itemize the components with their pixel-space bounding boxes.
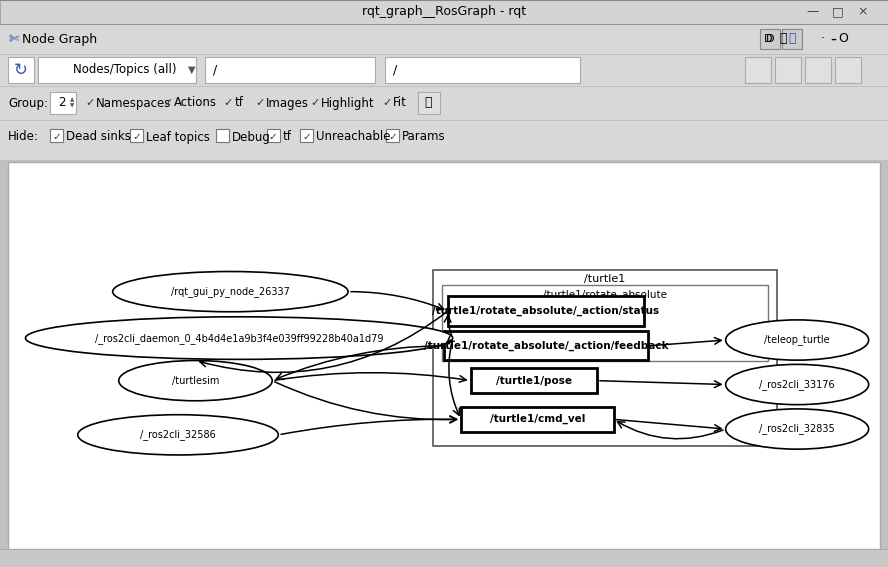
Text: Params: Params [402,130,446,143]
Bar [442,285,767,361]
Bar [471,368,597,393]
Bar [386,129,400,142]
Text: ✓: ✓ [132,132,141,142]
Text: ▼: ▼ [188,65,195,75]
Bar [775,57,801,83]
Text: Leaf topics: Leaf topics [146,130,210,143]
Bar [50,92,76,114]
Bar [216,129,229,142]
Bar [385,57,580,83]
Bar [417,92,440,114]
Bar [0,0,888,24]
Ellipse shape [725,320,868,360]
Text: ✓: ✓ [85,98,94,108]
Text: D: D [765,34,774,44]
Text: /_ros2cli_32586: /_ros2cli_32586 [140,429,216,441]
Text: ✓: ✓ [382,98,392,108]
Text: Actions: Actions [174,96,217,109]
Ellipse shape [725,409,868,449]
Ellipse shape [119,361,273,401]
Bar [266,129,280,142]
Text: /turtle1/pose: /turtle1/pose [496,376,572,386]
Ellipse shape [78,414,278,455]
Text: —: — [807,6,820,19]
Text: ⤢: ⤢ [424,96,432,109]
Text: Group:: Group: [8,96,48,109]
Bar [8,162,880,549]
Ellipse shape [26,317,453,359]
Text: ✓: ✓ [224,98,233,108]
Text: rqt_graph__RosGraph - rqt: rqt_graph__RosGraph - rqt [362,6,526,19]
Text: D: D [764,34,773,44]
Text: ⓘ: ⓘ [780,32,787,45]
Text: /turtlesim: /turtlesim [171,376,219,386]
Text: ✓: ✓ [388,132,397,142]
Bar [50,129,63,142]
Bar [745,57,771,83]
Text: ⓘ: ⓘ [789,32,796,45]
Text: 2: 2 [58,96,66,109]
Text: Debug: Debug [232,130,271,143]
Text: tf: tf [282,130,291,143]
Bar [8,57,34,83]
Text: /turtle1: /turtle1 [584,274,625,284]
Text: ·: · [821,32,825,45]
Text: Hide:: Hide: [8,130,39,143]
Text: /_ros2cli_daemon_0_4b4d4e1a9b3f4e039ff99228b40a1d79: /_ros2cli_daemon_0_4b4d4e1a9b3f4e039ff99… [95,333,384,344]
Bar [0,549,888,567]
Text: tf: tf [234,96,243,109]
Text: /teleop_turtle: /teleop_turtle [765,335,830,345]
Text: Unreachable: Unreachable [316,130,391,143]
Text: □: □ [832,6,844,19]
Text: Namespaces: Namespaces [96,96,171,109]
Bar [461,407,614,432]
Bar [805,57,831,83]
Text: Node Graph: Node Graph [22,32,97,45]
Ellipse shape [113,272,348,312]
Bar [130,129,143,142]
Text: /turtle1/rotate_absolute: /turtle1/rotate_absolute [543,289,667,299]
Text: ✓: ✓ [303,132,312,142]
Text: ✓: ✓ [269,132,278,142]
Text: /turtle1/cmd_vel: /turtle1/cmd_vel [489,414,585,425]
Text: ×: × [858,6,868,19]
Text: /rqt_gui_py_node_26337: /rqt_gui_py_node_26337 [170,286,289,297]
Bar [205,57,375,83]
Bar [0,24,888,160]
Ellipse shape [725,365,868,405]
Bar [300,129,313,142]
Text: Fit: Fit [393,96,407,109]
Text: ✄: ✄ [8,32,19,45]
Text: ✓: ✓ [52,132,61,142]
Text: ▲: ▲ [70,98,74,103]
Text: Nodes/Topics (all): Nodes/Topics (all) [73,64,177,77]
Text: Dead sinks: Dead sinks [66,130,131,143]
Text: /: / [393,64,397,77]
Text: Highlight: Highlight [321,96,375,109]
Text: /: / [213,64,218,77]
Text: Images: Images [266,96,309,109]
Bar [432,269,777,446]
Text: O: O [838,32,848,45]
Text: ✓: ✓ [310,98,320,108]
Text: ↻: ↻ [14,61,28,79]
Bar [782,29,802,49]
Text: /turtle1/rotate_absolute/_action/feedback: /turtle1/rotate_absolute/_action/feedbac… [424,341,669,351]
Text: /_ros2cli_32835: /_ros2cli_32835 [759,424,835,434]
Bar [448,297,644,325]
Bar [835,57,861,83]
Text: -: - [830,30,836,48]
Bar [444,331,648,361]
Bar [38,57,196,83]
Text: ✓: ✓ [163,98,172,108]
Bar [760,29,780,49]
Text: /_ros2cli_33176: /_ros2cli_33176 [759,379,835,390]
Text: ▼: ▼ [70,104,74,108]
Text: ✓: ✓ [255,98,265,108]
Text: /turtle1/rotate_absolute/_action/status: /turtle1/rotate_absolute/_action/status [432,306,660,316]
